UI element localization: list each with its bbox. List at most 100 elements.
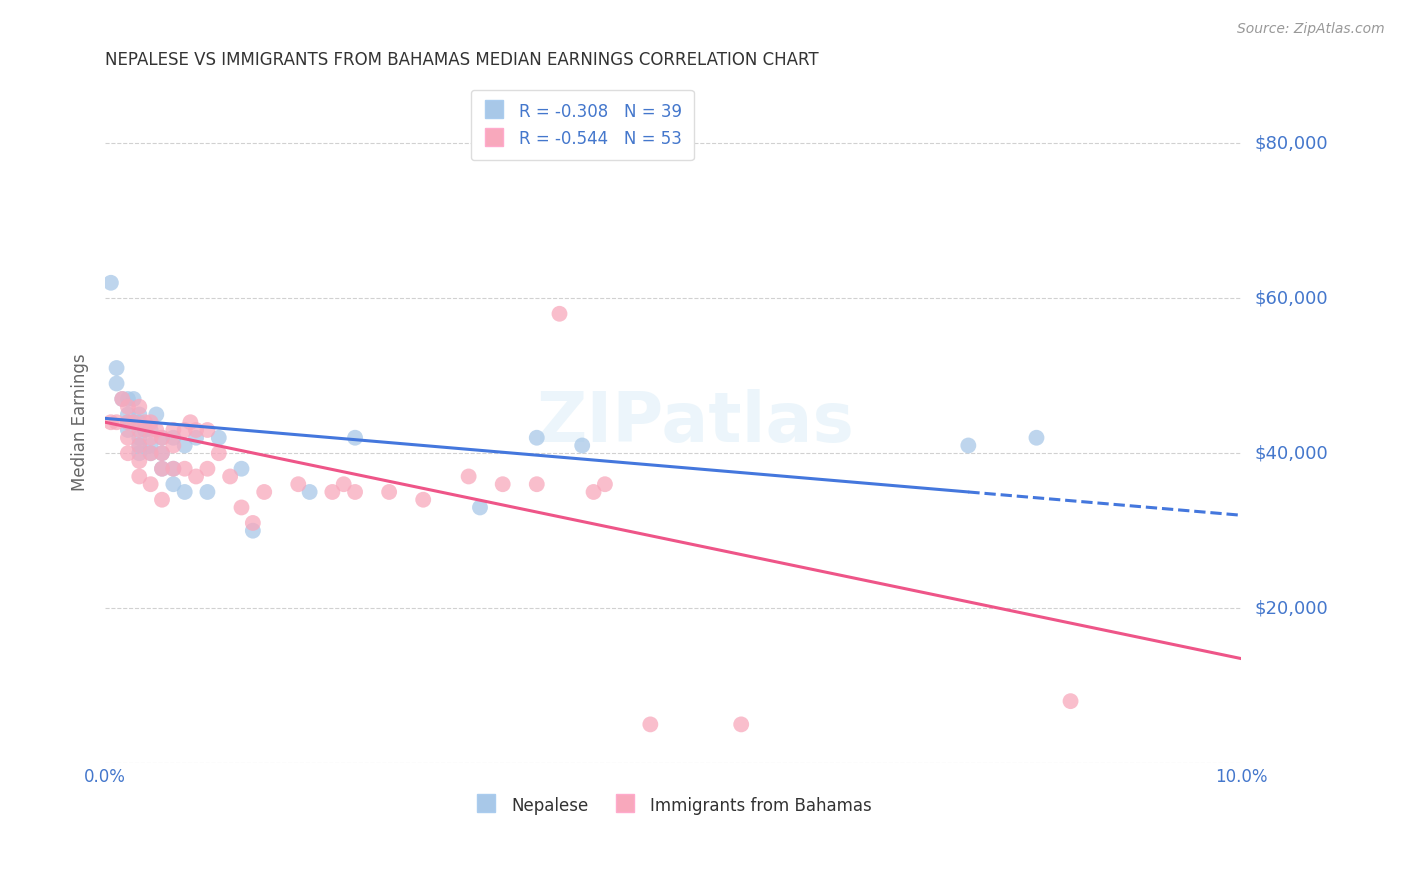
Text: $80,000: $80,000 xyxy=(1254,135,1329,153)
Point xyxy=(128,415,150,429)
Point xyxy=(571,438,593,452)
Point xyxy=(162,431,184,445)
Point xyxy=(117,446,139,460)
Point xyxy=(139,415,162,429)
Point xyxy=(150,446,173,460)
Point xyxy=(100,415,122,429)
Point xyxy=(412,492,434,507)
Point xyxy=(150,446,173,460)
Point xyxy=(242,516,264,530)
Point xyxy=(150,431,173,445)
Point xyxy=(117,415,139,429)
Point xyxy=(321,485,343,500)
Point xyxy=(184,431,207,445)
Point xyxy=(332,477,354,491)
Point xyxy=(122,415,145,429)
Point xyxy=(1025,431,1047,445)
Point xyxy=(231,461,253,475)
Point xyxy=(468,500,491,515)
Point xyxy=(197,423,219,437)
Point xyxy=(344,485,367,500)
Point xyxy=(105,415,128,429)
Legend: Nepalese, Immigrants from Bahamas: Nepalese, Immigrants from Bahamas xyxy=(465,787,880,823)
Point xyxy=(378,485,401,500)
Point xyxy=(162,477,184,491)
Point xyxy=(150,492,173,507)
Point xyxy=(526,477,548,491)
Point xyxy=(730,717,752,731)
Point xyxy=(117,392,139,406)
Point xyxy=(640,717,662,731)
Point xyxy=(134,415,156,429)
Point xyxy=(150,461,173,475)
Point xyxy=(122,392,145,406)
Point xyxy=(492,477,515,491)
Point xyxy=(184,469,207,483)
Text: $20,000: $20,000 xyxy=(1254,599,1329,617)
Point xyxy=(162,461,184,475)
Point xyxy=(173,461,195,475)
Point xyxy=(582,485,605,500)
Point xyxy=(139,446,162,460)
Point xyxy=(117,408,139,422)
Point xyxy=(145,408,167,422)
Point xyxy=(128,408,150,422)
Point xyxy=(593,477,616,491)
Point xyxy=(128,469,150,483)
Point xyxy=(134,423,156,437)
Point xyxy=(548,307,571,321)
Point xyxy=(344,431,367,445)
Text: $40,000: $40,000 xyxy=(1254,444,1329,462)
Point xyxy=(179,415,201,429)
Point xyxy=(117,400,139,414)
Point xyxy=(162,423,184,437)
Point xyxy=(139,431,162,445)
Point xyxy=(117,431,139,445)
Point xyxy=(111,392,134,406)
Point xyxy=(457,469,479,483)
Point xyxy=(219,469,242,483)
Point xyxy=(162,438,184,452)
Point xyxy=(173,485,195,500)
Point xyxy=(150,461,173,475)
Point xyxy=(197,461,219,475)
Point xyxy=(208,431,231,445)
Point xyxy=(139,423,162,437)
Point xyxy=(231,500,253,515)
Point xyxy=(139,438,162,452)
Point xyxy=(128,454,150,468)
Point xyxy=(111,392,134,406)
Point xyxy=(173,423,195,437)
Point xyxy=(128,423,150,437)
Point xyxy=(139,477,162,491)
Point xyxy=(128,438,150,452)
Point xyxy=(1059,694,1081,708)
Point xyxy=(184,423,207,437)
Point xyxy=(128,400,150,414)
Y-axis label: Median Earnings: Median Earnings xyxy=(72,353,89,491)
Point xyxy=(957,438,980,452)
Point xyxy=(208,446,231,460)
Point xyxy=(128,431,150,445)
Point xyxy=(128,438,150,452)
Point xyxy=(105,361,128,376)
Text: ZIPatlas: ZIPatlas xyxy=(537,389,855,456)
Point xyxy=(162,461,184,475)
Point xyxy=(173,438,195,452)
Point xyxy=(100,276,122,290)
Point xyxy=(117,423,139,437)
Text: NEPALESE VS IMMIGRANTS FROM BAHAMAS MEDIAN EARNINGS CORRELATION CHART: NEPALESE VS IMMIGRANTS FROM BAHAMAS MEDI… xyxy=(105,51,818,69)
Point xyxy=(253,485,276,500)
Point xyxy=(150,431,173,445)
Point xyxy=(145,423,167,437)
Point xyxy=(128,446,150,460)
Point xyxy=(197,485,219,500)
Text: $60,000: $60,000 xyxy=(1254,289,1329,307)
Point xyxy=(105,376,128,391)
Point xyxy=(287,477,309,491)
Point xyxy=(139,446,162,460)
Text: Source: ZipAtlas.com: Source: ZipAtlas.com xyxy=(1237,22,1385,37)
Point xyxy=(242,524,264,538)
Point xyxy=(117,415,139,429)
Point xyxy=(526,431,548,445)
